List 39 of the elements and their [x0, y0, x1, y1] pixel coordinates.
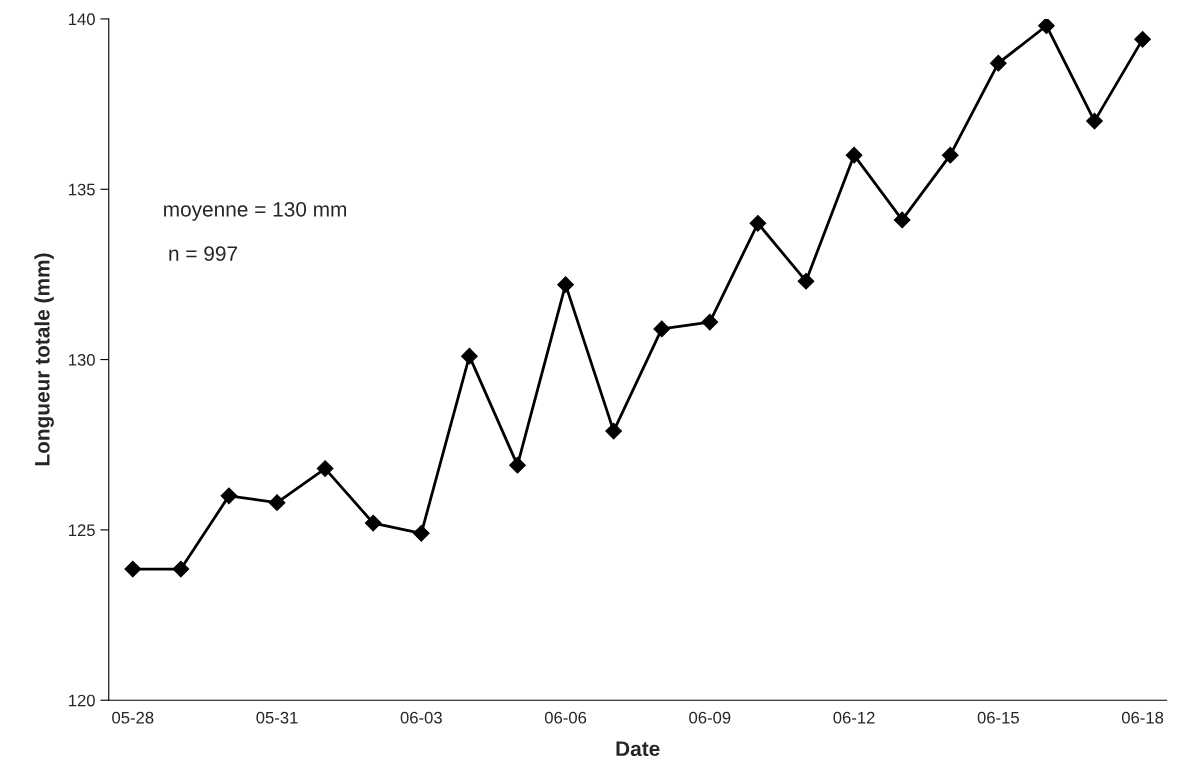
point	[364, 514, 382, 532]
x-tick-label: 06-12	[833, 711, 875, 724]
point	[845, 146, 863, 164]
point	[461, 347, 478, 365]
point	[605, 422, 623, 440]
annotation: moyenne = 130 mm	[164, 201, 347, 221]
annotation: n = 997	[169, 246, 238, 261]
x-tick-label: 06-18	[1121, 711, 1164, 724]
point	[412, 524, 430, 542]
x-tick-label: 05-28	[112, 711, 154, 724]
x-tick-label: 06-15	[977, 711, 1019, 724]
x-tick-label: 06-09	[689, 711, 731, 724]
point	[557, 276, 574, 294]
point	[316, 460, 334, 477]
point	[797, 272, 815, 290]
y-tick-label: 120	[69, 694, 95, 707]
point	[268, 494, 286, 512]
x-tick-label: 06-03	[400, 711, 442, 724]
point	[220, 487, 238, 505]
x-tick-label: 06-06	[544, 711, 587, 724]
point	[1134, 30, 1151, 48]
point	[989, 54, 1007, 72]
point	[653, 320, 671, 338]
point	[893, 211, 911, 229]
point	[1038, 18, 1055, 35]
point	[749, 214, 767, 232]
y-tick-label: 135	[69, 183, 95, 196]
point	[172, 560, 190, 578]
y-tick-label: 140	[69, 13, 95, 26]
y-axis-title: Longueur totale (mm)	[34, 253, 54, 466]
x-tick-label: 05-31	[256, 711, 298, 724]
x-axis-title: Date	[616, 741, 660, 757]
point	[1086, 112, 1103, 130]
point	[941, 146, 959, 164]
point	[124, 560, 142, 578]
y-tick-label: 125	[69, 524, 95, 537]
y-tick-label: 130	[69, 353, 95, 366]
point	[701, 313, 719, 331]
point	[509, 456, 526, 474]
